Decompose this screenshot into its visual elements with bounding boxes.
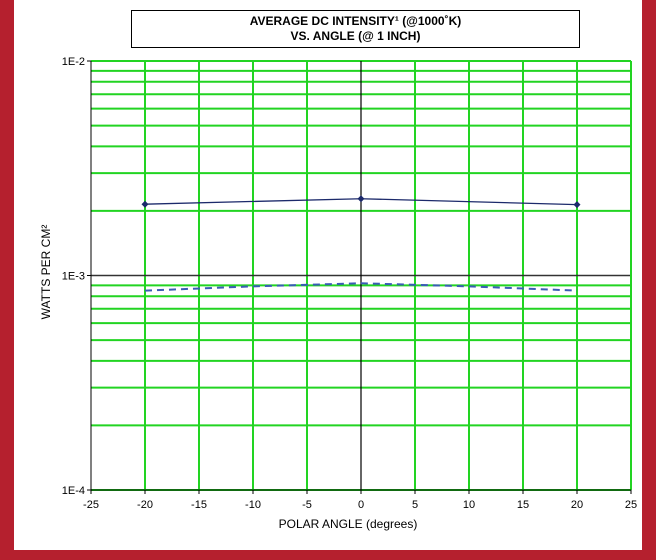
x-tick-label: -20	[137, 499, 153, 511]
x-tick-label: -10	[245, 499, 261, 511]
axes	[87, 60, 632, 494]
x-tick-label: 15	[517, 499, 529, 511]
chart-plot: -25 -20 -15 -10 -5 0 5 10 15 20 25 1E-4 1E-3 1E-2 POL…	[39, 56, 637, 531]
data-point-marker	[141, 200, 149, 208]
chart-panel: -25 -20 -15 -10 -5 0 5 10 15 20 25 1E-4 1E-3 1E-2 POL…	[14, 0, 642, 550]
y-tick-label: 1E-2	[62, 56, 85, 68]
series-line-dashed	[144, 282, 578, 292]
x-tick-label: -25	[83, 499, 99, 511]
y-tick-label: 1E-3	[62, 271, 85, 283]
x-axis-title: POLAR ANGLE (degrees)	[279, 517, 418, 531]
data-point-marker	[573, 201, 581, 209]
x-tick-label: 0	[358, 499, 364, 511]
x-tick-label: -15	[191, 499, 207, 511]
x-tick-label: 25	[625, 499, 637, 511]
series-layer	[141, 195, 581, 292]
chart-title-box: AVERAGE DC INTENSITY¹ (@1000˚K) VS. ANGL…	[131, 10, 580, 48]
chart-title-line-1: AVERAGE DC INTENSITY¹ (@1000˚K)	[249, 14, 462, 28]
tick-labels: -25 -20 -15 -10 -5 0 5 10 15 20 25 1E-4 1E-3 1E-2	[62, 56, 637, 511]
chart-title-line-2: VS. ANGLE (@ 1 INCH)	[290, 29, 421, 43]
data-point-marker	[357, 195, 365, 203]
x-tick-label: 20	[571, 499, 583, 511]
x-tick-label: -5	[302, 499, 312, 511]
y-tick-label: 1E-4	[62, 485, 85, 497]
x-tick-label: 10	[463, 499, 475, 511]
y-axis-title: WATTS PER CM²	[39, 225, 53, 320]
x-tick-label: 5	[412, 499, 418, 511]
